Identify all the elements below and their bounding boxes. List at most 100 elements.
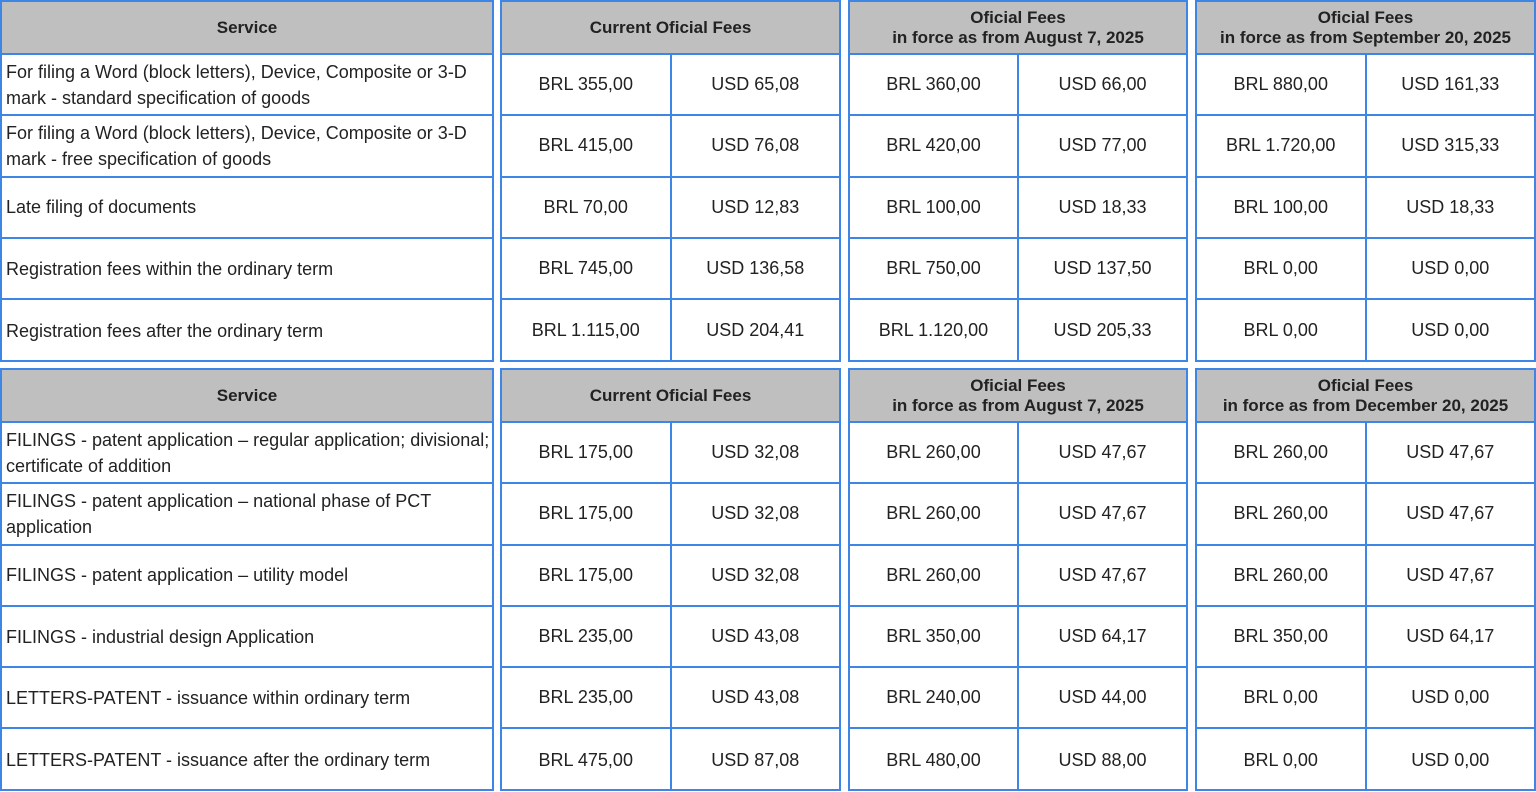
brl-fee: BRL 260,00: [1233, 564, 1328, 585]
brl-fee: BRL 260,00: [886, 503, 981, 524]
service-name: Late filing of documents: [6, 197, 197, 218]
brl-fee: BRL 1.120,00: [878, 320, 989, 341]
table-row: BRL 260,00 USD 47,67: [1197, 545, 1534, 607]
brl-fee: BRL 260,00: [1233, 442, 1328, 463]
table-row: BRL 175,00 USD 32,08: [502, 545, 840, 607]
usd-fee: USD 43,08: [669, 606, 840, 667]
header-later: Oficial Fees in force as from December 20…: [1197, 370, 1534, 423]
brl-fee: BRL 260,00: [886, 564, 981, 585]
brl-fee: BRL 880,00: [1233, 74, 1328, 95]
table-row: BRL 0,00 USD 0,00: [1197, 729, 1535, 791]
usd-fee: USD 0,00: [1364, 729, 1535, 791]
table-row: BRL 355,00 USD 65,08: [502, 55, 839, 117]
table-row: For filing a Word (block letters), Devic…: [2, 55, 492, 117]
usd-fee: USD 43,08: [669, 668, 840, 728]
brl-fee: BRL 175,00: [538, 564, 633, 585]
brl-fee: BRL 475,00: [538, 749, 633, 770]
brl-fee: BRL 260,00: [1233, 503, 1328, 524]
brl-fee: BRL 235,00: [538, 626, 633, 647]
table-row: BRL 100,00 USD 18,33: [1197, 177, 1534, 239]
brl-fee: BRL 480,00: [886, 749, 981, 770]
brl-fee: BRL 350,00: [886, 626, 981, 647]
table-row: BRL 350,00 USD 64,17: [1197, 606, 1535, 669]
header-line: Current Oficial Fees: [589, 17, 752, 37]
column-group-current: Current Oficial Fees BRL 355,00 USD 65,08 B…: [500, 0, 841, 362]
usd-fee: USD 204,41: [669, 300, 840, 362]
brl-fee: BRL 750,00: [886, 258, 981, 279]
header-line: Oficial Fees: [1317, 7, 1414, 27]
column-group-service: Service FILINGS - patent application – re…: [0, 368, 494, 791]
table-row: BRL 750,00 USD 137,50: [850, 238, 1186, 301]
table-row: Late filing of documents: [2, 178, 492, 239]
usd-fee: USD 137,50: [1017, 238, 1186, 299]
service-name: FILINGS - industrial design Application: [6, 626, 315, 647]
table-row: LETTERS-PATENT - issuance within ordinar…: [2, 668, 492, 730]
table-row: BRL 415,00 USD 76,08: [502, 116, 840, 178]
table-row: BRL 235,00 USD 43,08: [502, 668, 840, 730]
brl-fee: BRL 350,00: [1233, 626, 1328, 647]
column-group-aug: Oficial Fees in force as from August 7, 2…: [848, 368, 1188, 791]
table-row: BRL 260,00 USD 47,67: [1197, 423, 1534, 485]
table-row: BRL 175,00 USD 32,08: [502, 484, 839, 546]
table-row: BRL 350,00 USD 64,17: [850, 606, 1186, 669]
service-name: For filing a Word (block letters), Devic…: [6, 61, 467, 108]
usd-fee: USD 315,33: [1364, 116, 1535, 176]
brl-fee: BRL 745,00: [538, 258, 633, 279]
header-line: in force as from August 7, 2025: [892, 27, 1144, 47]
usd-fee: USD 32,08: [669, 545, 840, 605]
table-row: BRL 260,00 USD 47,67: [1197, 484, 1534, 546]
table-row: BRL 420,00 USD 77,00: [850, 116, 1186, 178]
table-row: BRL 70,00 USD 12,83: [502, 177, 840, 239]
header-line: Oficial Fees: [970, 7, 1066, 27]
table-row: BRL 1.120,00 USD 205,33: [850, 300, 1186, 362]
header-label: Service: [216, 385, 278, 405]
brl-fee: BRL 355,00: [538, 74, 633, 95]
fee-table: Service FILINGS - patent application – re…: [0, 368, 1536, 791]
usd-fee: USD 47,67: [1017, 484, 1186, 544]
usd-fee: USD 66,00: [1017, 55, 1186, 115]
table-row: BRL 0,00 USD 0,00: [1197, 668, 1535, 730]
usd-fee: USD 0,00: [1364, 668, 1535, 728]
table-row: BRL 480,00 USD 88,00: [850, 729, 1186, 791]
brl-fee: BRL 175,00: [538, 442, 633, 463]
header-line: Oficial Fees: [1317, 375, 1414, 395]
table-row: BRL 0,00 USD 0,00: [1197, 300, 1534, 362]
usd-fee: USD 47,67: [1017, 545, 1186, 605]
brl-fee: BRL 0,00: [1243, 749, 1318, 770]
table-row: BRL 745,00 USD 136,58: [502, 238, 839, 301]
service-name: For filing a Word (block letters), Devic…: [6, 122, 467, 169]
usd-fee: USD 88,00: [1017, 729, 1186, 791]
header-line: in force as from December 20, 2025: [1222, 395, 1509, 415]
header-aug: Oficial Fees in force as from August 7, 2…: [850, 2, 1186, 55]
usd-fee: USD 64,17: [1364, 606, 1535, 667]
table-row: BRL 1.115,00 USD 204,41: [502, 300, 840, 362]
table-row: BRL 260,00 USD 47,67: [850, 423, 1186, 485]
table-row: For filing a Word (block letters), Devic…: [2, 116, 492, 178]
brl-fee: BRL 415,00: [538, 135, 633, 156]
table-row: Registration fees after the ordinary ter…: [2, 300, 492, 361]
brl-fee: BRL 100,00: [886, 196, 981, 217]
table-row: BRL 475,00 USD 87,08: [502, 729, 840, 791]
column-group-service: Service For filing a Word (block letters)…: [0, 0, 494, 362]
usd-fee: USD 87,08: [669, 729, 840, 791]
usd-fee: USD 76,08: [669, 116, 840, 176]
table-row: FILINGS - patent application – regular a…: [2, 423, 492, 485]
brl-fee: BRL 240,00: [886, 687, 981, 708]
table-row: BRL 0,00 USD 0,00: [1197, 238, 1535, 301]
header-later: Oficial Fees in force as from September 2…: [1197, 2, 1534, 55]
usd-fee: USD 12,83: [669, 177, 840, 237]
brl-fee: BRL 360,00: [886, 74, 981, 95]
brl-fee: BRL 0,00: [1243, 320, 1318, 341]
usd-fee: USD 161,33: [1364, 55, 1535, 115]
header-service: Service: [2, 2, 492, 55]
service-name: FILINGS - patent application – national …: [6, 490, 431, 537]
usd-fee: USD 47,67: [1017, 423, 1186, 483]
column-group-later: Oficial Fees in force as from September 2…: [1195, 0, 1536, 362]
service-name: FILINGS - patent application – regular a…: [6, 429, 490, 476]
table-row: BRL 240,00 USD 44,00: [850, 668, 1186, 730]
table-row: BRL 260,00 USD 47,67: [850, 545, 1186, 607]
header-line: in force as from September 20, 2025: [1219, 27, 1512, 47]
usd-fee: USD 0,00: [1364, 238, 1535, 299]
brl-fee: BRL 260,00: [886, 442, 981, 463]
table-row: FILINGS - industrial design Application: [2, 607, 492, 669]
